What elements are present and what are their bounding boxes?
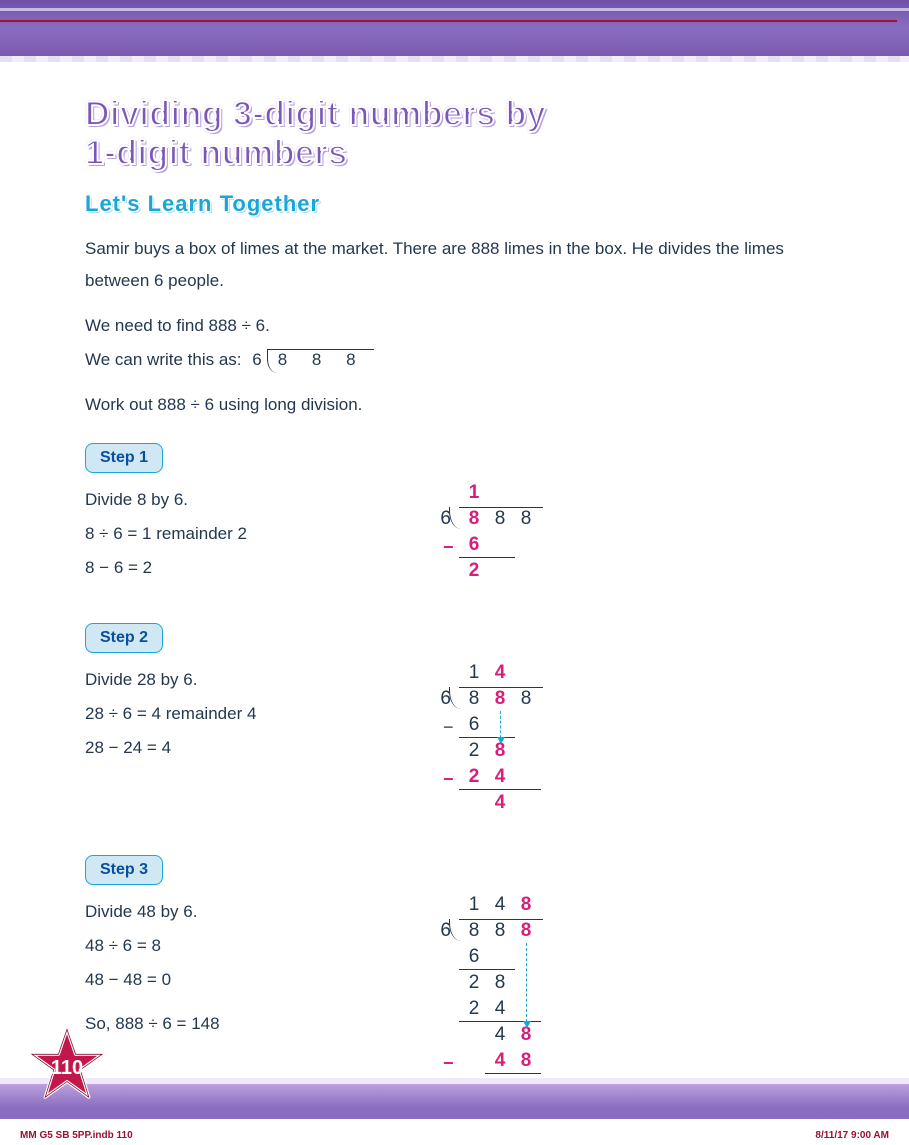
step-2-line-3: 28 − 24 = 4 xyxy=(85,731,385,765)
page-number: 110 xyxy=(51,1053,83,1080)
step-3-line-3: 48 − 48 = 0 xyxy=(85,963,385,997)
page-content: Dividing 3-digit numbers by 1-digit numb… xyxy=(0,60,909,1109)
page-number-star: 110 xyxy=(28,1027,106,1105)
step-2-pill: Step 2 xyxy=(85,623,163,653)
intro-paragraph-3: We can write this as: 68 8 8 xyxy=(85,344,829,377)
intro3-prefix: We can write this as: xyxy=(85,350,242,369)
step-1-line-2: 8 ÷ 6 = 1 remainder 2 xyxy=(85,517,385,551)
step-2-line-1: Divide 28 by 6. xyxy=(85,663,385,697)
title-line-1: Dividing 3-digit numbers by xyxy=(85,95,546,133)
intro-paragraph-1: Samir buys a box of limes at the market.… xyxy=(85,233,829,298)
footer-left: MM G5 SB 5PP.indb 110 xyxy=(20,1130,133,1141)
inline-divisor: 6 xyxy=(252,350,267,369)
header-band xyxy=(0,0,909,60)
inline-long-division: 68 8 8 xyxy=(252,344,373,376)
section-subtitle: Let's Learn Together xyxy=(85,191,829,217)
step-3-long-division: 14868886 28 24 48 48− 0 xyxy=(425,895,549,1109)
step-3-line-2: 48 ÷ 6 = 8 xyxy=(85,929,385,963)
footer-band xyxy=(0,1083,909,1119)
red-rule xyxy=(0,20,897,22)
page-title: Dividing 3-digit numbers by 1-digit numb… xyxy=(85,95,829,173)
intro-paragraph-2: We need to find 888 ÷ 6. xyxy=(85,310,829,342)
step-1-row: Divide 8 by 6. 8 ÷ 6 = 1 remainder 2 8 −… xyxy=(85,483,829,593)
step-3-text: Divide 48 by 6. 48 ÷ 6 = 8 48 − 48 = 0 S… xyxy=(85,895,385,1041)
step-2-line-2: 28 ÷ 6 = 4 remainder 4 xyxy=(85,697,385,731)
step-1-line-1: Divide 8 by 6. xyxy=(85,483,385,517)
inline-dividend: 8 8 8 xyxy=(268,349,374,369)
step-1-text: Divide 8 by 6. 8 ÷ 6 = 1 remainder 2 8 −… xyxy=(85,483,385,585)
step-3-pill: Step 3 xyxy=(85,855,163,885)
step-2-long-division: 14 68886 −28 24 − 4 xyxy=(425,663,549,825)
step-3-row: Divide 48 by 6. 48 ÷ 6 = 8 48 − 48 = 0 S… xyxy=(85,895,829,1109)
footer-meta: MM G5 SB 5PP.indb 110 8/11/17 9:00 AM xyxy=(20,1130,889,1141)
title-line-2: 1-digit numbers xyxy=(85,134,348,172)
intro-paragraph-4: Work out 888 ÷ 6 using long division. xyxy=(85,389,829,421)
footer-right: 8/11/17 9:00 AM xyxy=(815,1130,889,1141)
step-3-line-4: So, 888 ÷ 6 = 148 xyxy=(85,1007,385,1041)
step-1-pill: Step 1 xyxy=(85,443,163,473)
step-1-line-3: 8 − 6 = 2 xyxy=(85,551,385,585)
step-2-row: Divide 28 by 6. 28 ÷ 6 = 4 remainder 4 2… xyxy=(85,663,829,825)
step-3-line-1: Divide 48 by 6. xyxy=(85,895,385,929)
step-2-text: Divide 28 by 6. 28 ÷ 6 = 4 remainder 4 2… xyxy=(85,663,385,765)
step-1-long-division: 1 68886 −2 xyxy=(425,483,549,593)
